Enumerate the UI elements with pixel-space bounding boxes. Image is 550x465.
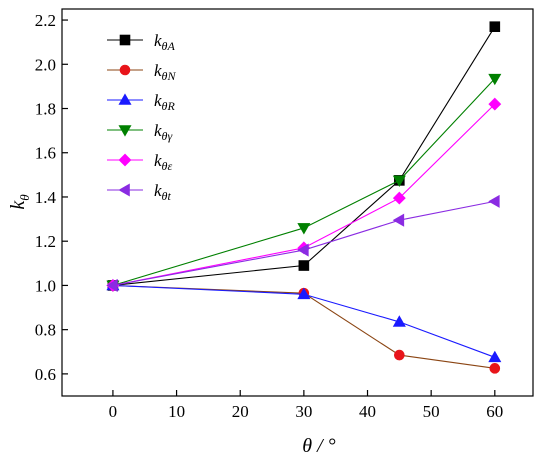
y-axis-title-main: k xyxy=(7,200,29,210)
series-line xyxy=(112,200,495,286)
y-tick-label: 1.2 xyxy=(35,232,56,251)
legend-label-sub: θR xyxy=(162,99,176,113)
legend-label-sub: θA xyxy=(162,39,176,53)
y-tick-label: 2.0 xyxy=(35,55,56,74)
legend-marker xyxy=(118,93,132,105)
legend-label-sub: θε xyxy=(162,159,173,173)
data-point xyxy=(488,73,502,86)
data-point xyxy=(394,349,405,361)
series-2 xyxy=(106,278,502,363)
legend-label-main: k xyxy=(154,181,162,200)
data-point xyxy=(488,194,500,208)
y-tick-label: 0.8 xyxy=(35,321,56,340)
legend-marker xyxy=(119,34,131,46)
data-point xyxy=(392,175,406,187)
legend-label-sub: θγ xyxy=(162,129,173,143)
y-tick-label: 1.8 xyxy=(35,100,56,119)
data-point xyxy=(297,223,311,235)
legend-item: kθt xyxy=(107,181,171,203)
data-point xyxy=(489,363,501,374)
legend-item: kθN xyxy=(107,61,176,83)
legend-label-main: k xyxy=(154,91,162,110)
y-tick-label: 1.0 xyxy=(35,276,56,295)
legend-label: kθN xyxy=(154,61,176,83)
legend-label-main: k xyxy=(154,151,162,170)
x-tick-label: 10 xyxy=(168,402,185,421)
x-tick-label: 40 xyxy=(359,402,376,421)
legend-item: kθε xyxy=(107,151,172,173)
series-line xyxy=(112,103,496,286)
x-tick-label: 60 xyxy=(486,402,503,421)
legend-marker xyxy=(119,64,131,76)
data-point xyxy=(392,315,406,327)
legend-marker xyxy=(118,153,132,167)
legend-label: kθγ xyxy=(154,121,172,143)
y-axis-title-sub: θ xyxy=(17,194,32,201)
data-point xyxy=(392,191,406,205)
axes-layer: 0 10 20 30 40 50 60 0.6 0.8 1.0 1.2 1.4 1.6 1.8 2.0 2.2 xyxy=(35,8,534,421)
data-point xyxy=(488,97,502,111)
plot-frame xyxy=(61,8,534,397)
legend-marker xyxy=(118,125,132,137)
data-point xyxy=(488,350,502,363)
legend-label-main: k xyxy=(154,121,162,140)
y-tick-label: 1.6 xyxy=(35,144,56,163)
data-point xyxy=(392,213,405,227)
legend-label-main: k xyxy=(154,31,162,50)
series-line xyxy=(112,284,496,358)
y-tick-label: 0.6 xyxy=(35,365,56,384)
data-point xyxy=(298,260,310,271)
x-axis-title: θ / ° xyxy=(302,435,335,457)
y-tick-label: 1.4 xyxy=(35,188,57,207)
series-layer xyxy=(106,21,502,374)
legend-label-main: k xyxy=(154,61,162,80)
legend-marker xyxy=(118,183,130,197)
x-tick-label: 0 xyxy=(109,402,118,421)
y-tick-label: 2.2 xyxy=(35,11,56,30)
legend-item: kθA xyxy=(107,31,175,53)
x-tick-label: 30 xyxy=(295,402,312,421)
data-point xyxy=(489,21,501,32)
x-tick-label: 50 xyxy=(423,402,440,421)
data-point xyxy=(106,278,118,292)
x-tick-label: 20 xyxy=(232,402,249,421)
series-line xyxy=(112,284,495,369)
series-5 xyxy=(106,194,500,292)
legend-label: kθε xyxy=(154,151,172,173)
legend-item: kθR xyxy=(107,91,175,113)
legend-label: kθR xyxy=(154,91,175,113)
data-point xyxy=(297,287,311,300)
data-point xyxy=(297,243,309,257)
legend-label-sub: θt xyxy=(162,189,172,203)
legend-label-sub: θN xyxy=(162,69,177,83)
legend-label: kθt xyxy=(154,181,171,203)
legend-label: kθA xyxy=(154,31,175,53)
series-line xyxy=(112,78,496,286)
y-axis-title: kθ xyxy=(7,194,32,210)
legend-item: kθγ xyxy=(107,121,172,143)
